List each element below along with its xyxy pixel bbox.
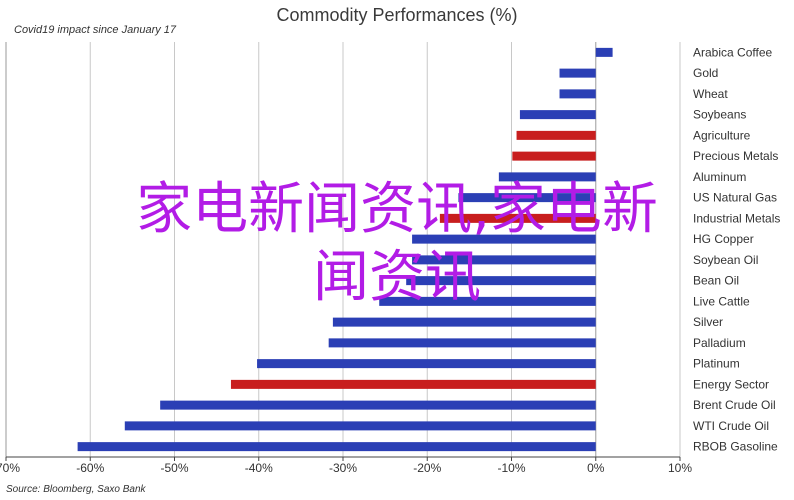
bar xyxy=(559,68,596,78)
category-label: Aluminum xyxy=(693,170,746,184)
category-label: Soybeans xyxy=(693,108,746,122)
category-label: Energy Sector xyxy=(693,377,769,391)
category-label: Arabica Coffee xyxy=(693,45,772,59)
chart-source: Source: Bloomberg, Saxo Bank xyxy=(6,484,146,495)
bar xyxy=(257,359,596,369)
x-tick-label: -10% xyxy=(497,461,525,475)
x-tick-label: 0% xyxy=(587,461,605,475)
bar xyxy=(328,338,596,348)
category-label: Precious Metals xyxy=(693,149,778,163)
category-label: HG Copper xyxy=(693,232,754,246)
bar xyxy=(519,110,596,120)
x-axis: -70% -60% -50% -40% -30% -20% -10% 0% 10% xyxy=(0,456,692,475)
bar xyxy=(412,234,596,244)
category-label: Silver xyxy=(693,315,723,329)
bar xyxy=(412,255,596,265)
category-label: RBOB Gasoline xyxy=(693,440,778,454)
bar xyxy=(379,296,596,306)
x-tick-label: -20% xyxy=(413,461,441,475)
bar xyxy=(498,172,596,182)
category-label: Brent Crude Oil xyxy=(693,398,776,412)
bar xyxy=(332,317,596,327)
bars xyxy=(77,47,613,452)
bar xyxy=(458,193,596,203)
bar xyxy=(512,151,596,161)
chart-subtitle: Covid19 impact since January 17 xyxy=(14,24,177,36)
category-label: Bean Oil xyxy=(693,274,739,288)
category-label: Platinum xyxy=(693,357,740,371)
x-tick-label: 10% xyxy=(668,461,692,475)
category-label: Industrial Metals xyxy=(693,211,780,225)
category-label: WTI Crude Oil xyxy=(693,419,769,433)
category-label: Live Cattle xyxy=(693,294,750,308)
category-label: Wheat xyxy=(693,87,728,101)
bar xyxy=(230,379,596,389)
x-tick-label: -50% xyxy=(160,461,188,475)
category-label: Agriculture xyxy=(693,128,751,142)
x-tick-label: -30% xyxy=(329,461,357,475)
x-tick-label: -40% xyxy=(245,461,273,475)
category-label: Gold xyxy=(693,66,718,80)
gridlines xyxy=(5,42,681,457)
category-label: US Natural Gas xyxy=(693,191,777,205)
category-label: Palladium xyxy=(693,336,746,350)
bar xyxy=(77,442,596,452)
category-labels: Arabica Coffee Gold Wheat Soybeans Agricultu… xyxy=(693,45,780,453)
bar xyxy=(160,400,596,410)
category-label: Soybean Oil xyxy=(693,253,758,267)
bar xyxy=(439,213,596,223)
chart-title: Commodity Performances (%) xyxy=(276,5,518,25)
bar xyxy=(595,47,613,57)
x-tick-label: -70% xyxy=(0,461,20,475)
bar xyxy=(559,89,596,99)
bar xyxy=(124,421,596,431)
x-tick-label: -60% xyxy=(76,461,104,475)
bar xyxy=(406,276,596,286)
bar xyxy=(516,130,596,140)
